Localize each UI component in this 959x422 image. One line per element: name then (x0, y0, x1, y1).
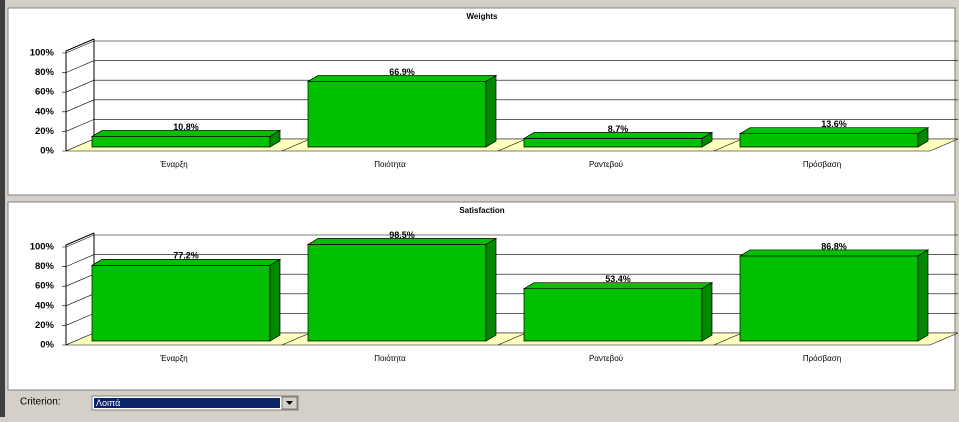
x-tick-label: Ραντεβού (589, 354, 623, 363)
bar-front (91, 136, 271, 148)
y-tick-label: 100% (30, 242, 55, 253)
grid-line (62, 79, 958, 93)
x-tick-label: Ποιότητα (374, 160, 406, 169)
value-label: 77.2% (173, 251, 199, 261)
floor-divider (497, 332, 527, 346)
bar (306, 237, 498, 342)
bar-front (91, 264, 271, 342)
grid-line (62, 234, 958, 248)
grid-line (62, 273, 958, 287)
bar-side (269, 129, 281, 148)
left-edge (0, 0, 5, 417)
criterion-selected[interactable]: Λοιπά (96, 398, 120, 408)
grid-line (62, 254, 958, 267)
y-tick-label: 60% (35, 87, 55, 98)
x-tick-label: Έναρξη (159, 354, 187, 363)
chart-title: Satisfaction (459, 206, 504, 215)
y-tick-label: 80% (35, 261, 55, 272)
dropdown-arrow (286, 401, 293, 405)
bar-side (701, 282, 713, 342)
bar-side (917, 249, 929, 342)
bar-side (485, 74, 497, 148)
value-label: 98.5% (389, 230, 415, 240)
bar-side (917, 127, 929, 148)
grid-line (62, 40, 958, 54)
bar-front (739, 255, 919, 342)
y-tick-label: 20% (35, 320, 55, 331)
bar-front (523, 138, 703, 148)
chart-title: Weights (467, 12, 499, 21)
x-tick-label: Πρόσβαση (803, 354, 841, 363)
y-tick-label: 40% (35, 106, 55, 117)
bar-front (523, 288, 703, 342)
grid-line (62, 119, 958, 132)
bar (522, 282, 714, 342)
bar-front (739, 133, 919, 148)
selection-highlight (94, 398, 280, 408)
value-label: 66.9% (389, 67, 415, 77)
value-label: 10.8% (173, 122, 199, 132)
y-tick-label: 0% (40, 340, 54, 351)
grid-line (62, 60, 958, 73)
y-tick-label: 20% (35, 126, 55, 137)
x-tick-label: Πρόσβαση (803, 160, 841, 169)
criterion-label: Criterion: (20, 397, 61, 408)
back-wall (65, 38, 95, 151)
value-label: 86.8% (821, 241, 847, 251)
bar (90, 129, 282, 148)
bar-side (485, 237, 497, 342)
bar-side (701, 131, 713, 148)
bar (738, 127, 930, 148)
x-tick-label: Ραντεβού (589, 160, 623, 169)
bar (306, 74, 498, 148)
floor-divider (713, 138, 743, 152)
grid-line (62, 99, 958, 113)
value-label: 8.7% (608, 124, 629, 134)
bar (738, 249, 930, 342)
bar-front (307, 244, 487, 342)
bar-front (307, 81, 487, 148)
floor-divider (713, 332, 743, 346)
y-tick-label: 100% (30, 48, 55, 59)
y-tick-label: 80% (35, 67, 55, 78)
value-label: 53.4% (605, 274, 631, 284)
value-label: 13.6% (821, 119, 847, 129)
floor-divider (281, 332, 311, 346)
x-tick-label: Έναρξη (159, 160, 187, 169)
y-tick-label: 0% (40, 146, 54, 157)
floor-divider (281, 138, 311, 152)
y-tick-label: 60% (35, 281, 55, 292)
floor-divider (497, 138, 527, 152)
x-tick-label: Ποιότητα (374, 354, 406, 363)
bar-side (269, 258, 281, 342)
bar (90, 258, 282, 342)
bar (522, 131, 714, 148)
y-tick-label: 40% (35, 300, 55, 311)
